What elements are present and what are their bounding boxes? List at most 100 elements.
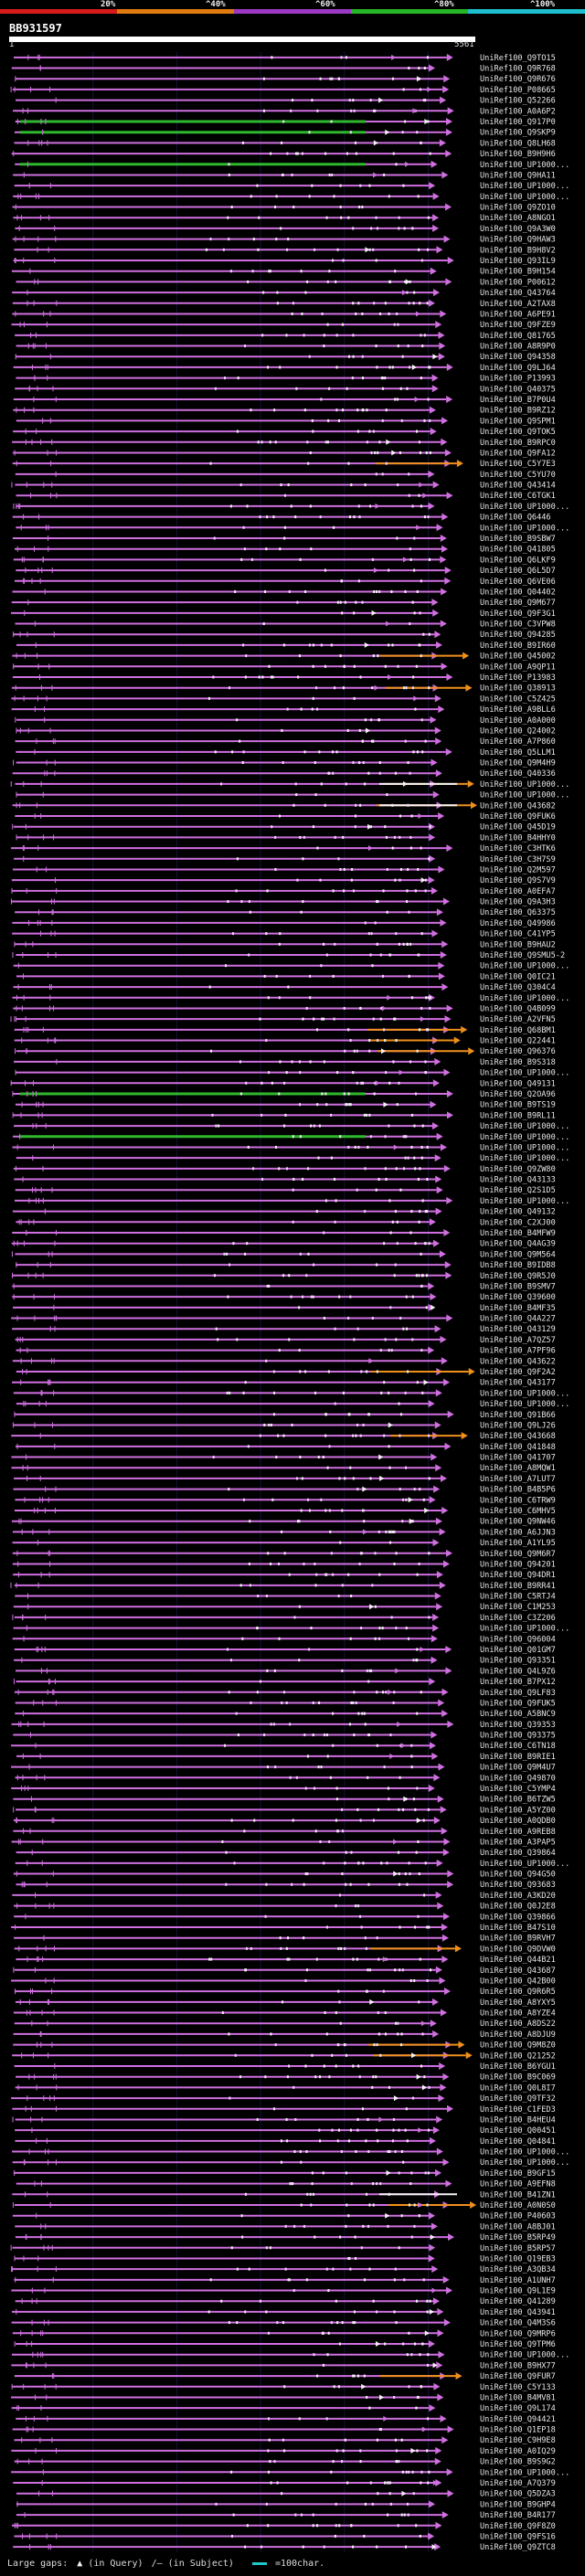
- hit-label[interactable]: UniRef100_B4R177: [480, 2511, 556, 2520]
- hit-row[interactable]: UniRef100_Q9A3W0: [15, 224, 556, 234]
- hit-label[interactable]: UniRef100_Q5DZA3: [480, 2490, 556, 2499]
- hit-label[interactable]: UniRef100_A3KD20: [480, 1892, 556, 1901]
- hit-label[interactable]: UniRef100_B9RR41: [480, 1582, 556, 1591]
- hit-row[interactable]: UniRef100_Q94G50: [13, 1870, 556, 1880]
- hit-label[interactable]: UniRef100_Q9LJ26: [480, 1421, 556, 1430]
- hit-label[interactable]: UniRef100_A9REB8: [480, 1828, 556, 1837]
- hit-label[interactable]: UniRef100_Q8LH68: [480, 139, 556, 148]
- hit-row[interactable]: UniRef100_C1M253: [13, 1603, 556, 1612]
- hit-label[interactable]: UniRef100_Q96004: [480, 1635, 556, 1644]
- hit-label[interactable]: UniRef100_UP1000...: [480, 1389, 569, 1398]
- hit-row[interactable]: UniRef100_Q9TF32: [11, 2094, 556, 2104]
- hit-label[interactable]: UniRef100_B4MV81: [480, 2393, 556, 2402]
- hit-label[interactable]: UniRef100_Q24002: [480, 726, 556, 736]
- hit-label[interactable]: UniRef100_C5YMP4: [480, 1785, 556, 1794]
- hit-row[interactable]: UniRef100_A7P860: [15, 737, 556, 747]
- hit-row[interactable]: UniRef100_A6PE91: [12, 310, 556, 319]
- hit-row[interactable]: UniRef100_Q9FA12: [12, 449, 556, 458]
- hit-label[interactable]: UniRef100_Q93683: [480, 1881, 556, 1890]
- hit-row[interactable]: UniRef100_Q96004: [12, 1635, 556, 1644]
- hit-label[interactable]: UniRef100_A0IQ29: [480, 2447, 556, 2456]
- hit-label[interactable]: UniRef100_Q9M6R7: [480, 1550, 556, 1559]
- hit-row[interactable]: UniRef100_Q43129: [12, 1325, 556, 1334]
- hit-label[interactable]: UniRef100_B9S9G2: [480, 2458, 556, 2467]
- hit-label[interactable]: UniRef100_A2TAX8: [480, 300, 556, 309]
- hit-row[interactable]: UniRef100_B5RP49: [15, 2233, 556, 2242]
- hit-label[interactable]: UniRef100_Q9F3G1: [480, 610, 556, 619]
- hit-row[interactable]: UniRef100_UP1000...: [13, 961, 570, 971]
- hit-row[interactable]: UniRef100_B4MV81: [11, 2393, 556, 2402]
- hit-row[interactable]: UniRef100_A8DS22: [14, 2019, 556, 2029]
- hit-label[interactable]: UniRef100_Q42B00: [480, 1977, 556, 1986]
- hit-row[interactable]: UniRef100_B47S10: [11, 1924, 556, 1933]
- hit-row[interactable]: UniRef100_Q81765: [15, 331, 556, 341]
- hit-row[interactable]: UniRef100_Q04402: [12, 588, 556, 597]
- hit-row[interactable]: UniRef100_Q45002: [12, 652, 556, 662]
- hit-row[interactable]: UniRef100_UP1000...: [12, 2147, 569, 2157]
- hit-row[interactable]: UniRef100_Q41848: [15, 1442, 556, 1452]
- hit-row[interactable]: UniRef100_Q94421: [16, 2414, 556, 2424]
- hit-row[interactable]: UniRef100_Q52266: [15, 96, 556, 106]
- hit-row[interactable]: UniRef100_Q5LLM1: [16, 747, 556, 758]
- hit-label[interactable]: UniRef100_UP1000...: [480, 1154, 569, 1163]
- hit-row[interactable]: UniRef100_Q39866: [14, 1913, 556, 1922]
- hit-row[interactable]: UniRef100_B9H8V2: [14, 246, 556, 255]
- hit-row[interactable]: UniRef100_Q9M4U7: [11, 1763, 556, 1773]
- hit-label[interactable]: UniRef100_B9HX77: [480, 2361, 556, 2370]
- hit-row[interactable]: UniRef100_Q9LJ64: [13, 363, 556, 373]
- hit-row[interactable]: UniRef100_Q6LKF9: [13, 556, 556, 565]
- hit-label[interactable]: UniRef100_Q94201: [480, 1560, 556, 1569]
- hit-label[interactable]: UniRef100_UP1000...: [480, 161, 569, 170]
- hit-row[interactable]: UniRef100_A6JJN3: [12, 1528, 556, 1537]
- hit-row[interactable]: UniRef100_A5YZ00: [13, 1806, 556, 1815]
- hit-label[interactable]: UniRef100_Q93375: [480, 1732, 556, 1741]
- hit-label[interactable]: UniRef100_UP1000...: [480, 994, 569, 1003]
- hit-row[interactable]: UniRef100_B9RR41: [10, 1581, 556, 1591]
- hit-row[interactable]: UniRef100_A8MQW1: [11, 1464, 556, 1473]
- hit-row[interactable]: UniRef100_Q9F8Z0: [11, 2521, 556, 2531]
- hit-label[interactable]: UniRef100_Q9A3H3: [480, 898, 556, 907]
- hit-label[interactable]: UniRef100_A8R9P0: [480, 343, 556, 352]
- hit-label[interactable]: UniRef100_Q0L8I7: [480, 2083, 556, 2093]
- hit-label[interactable]: UniRef100_Q43941: [480, 2308, 556, 2317]
- hit-row[interactable]: UniRef100_A0N0S0: [12, 2201, 556, 2210]
- hit-row[interactable]: UniRef100_C1FED3: [12, 2104, 556, 2115]
- hit-row[interactable]: UniRef100_Q49132: [12, 1207, 556, 1217]
- hit-row[interactable]: UniRef100_Q4M3S6: [11, 2318, 556, 2328]
- hit-label[interactable]: UniRef100_A6JJN3: [480, 1528, 556, 1537]
- hit-label[interactable]: UniRef100_Q68BM1: [480, 1026, 556, 1035]
- hit-label[interactable]: UniRef100_Q04402: [480, 588, 556, 597]
- hit-label[interactable]: UniRef100_B9HAU2: [480, 940, 556, 949]
- hit-row[interactable]: UniRef100_Q63375: [15, 908, 556, 917]
- hit-row[interactable]: UniRef100_B4HEU4: [12, 2115, 556, 2125]
- hit-row[interactable]: UniRef100_UP1000...: [15, 1068, 569, 1078]
- hit-row[interactable]: UniRef100_A8YZE4: [13, 2009, 556, 2019]
- hit-row[interactable]: UniRef100_Q49870: [15, 1774, 556, 1783]
- hit-label[interactable]: UniRef100_Q04841: [480, 2137, 556, 2147]
- hit-label[interactable]: UniRef100_UP1000...: [480, 2148, 569, 2157]
- hit-label[interactable]: UniRef100_Q4AG39: [480, 1240, 556, 1249]
- hit-row[interactable]: UniRef100_P08665: [10, 85, 556, 95]
- hit-label[interactable]: UniRef100_Q52266: [480, 97, 556, 106]
- hit-label[interactable]: UniRef100_Q9TF32: [480, 2094, 556, 2104]
- hit-row[interactable]: UniRef100_Q9MRP6: [12, 2329, 556, 2338]
- hit-row[interactable]: UniRef100_B9IDB8: [16, 1261, 556, 1270]
- hit-row[interactable]: UniRef100_B9H9H6: [11, 150, 556, 159]
- hit-row[interactable]: UniRef100_B9RL11: [12, 1111, 556, 1120]
- hit-label[interactable]: UniRef100_Q917P0: [480, 118, 556, 127]
- hit-row[interactable]: UniRef100_Q49131: [10, 1079, 556, 1088]
- hit-label[interactable]: UniRef100_Q21252: [480, 2051, 556, 2061]
- hit-label[interactable]: UniRef100_Q9M564: [480, 1250, 556, 1259]
- hit-label[interactable]: UniRef100_A9QP11: [480, 663, 556, 672]
- hit-row[interactable]: UniRef100_B9HX77: [11, 2361, 556, 2370]
- hit-row[interactable]: UniRef100_Q9FZE9: [11, 321, 556, 330]
- hit-label[interactable]: UniRef100_UP1000...: [480, 2158, 569, 2168]
- hit-row[interactable]: UniRef100_A9REB8: [13, 1827, 556, 1837]
- hit-label[interactable]: UniRef100_Q9HA11: [480, 171, 556, 180]
- hit-label[interactable]: UniRef100_UP1000...: [480, 193, 569, 202]
- hit-row[interactable]: UniRef100_B4HHY0: [16, 833, 556, 843]
- hit-label[interactable]: UniRef100_Q9NW46: [480, 1518, 556, 1527]
- hit-row[interactable]: UniRef100_B9IR60: [16, 641, 556, 651]
- hit-row[interactable]: UniRef100_Q93IL9: [13, 257, 556, 266]
- hit-label[interactable]: UniRef100_Q49870: [480, 1774, 556, 1783]
